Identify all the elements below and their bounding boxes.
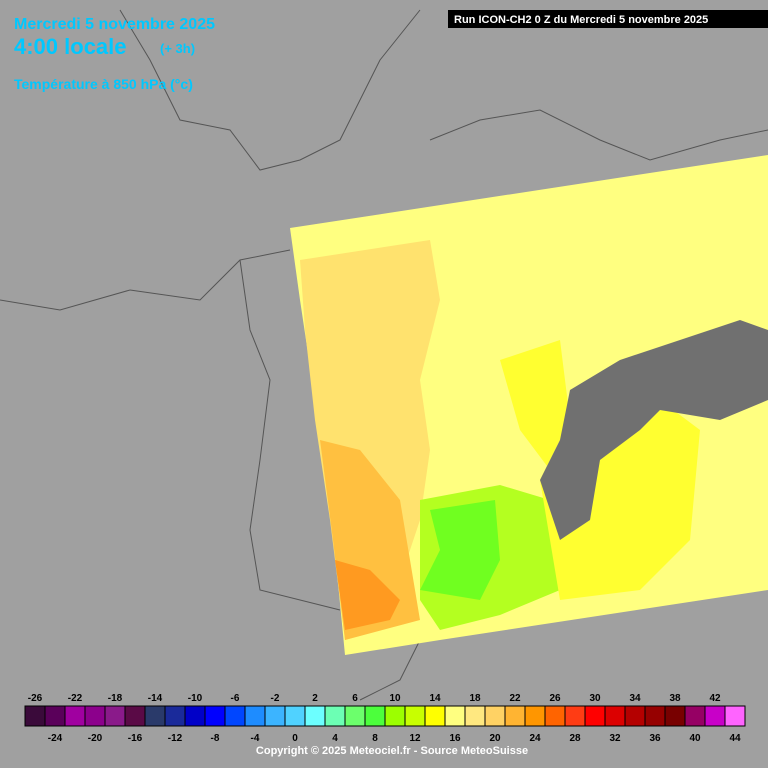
legend-label: -10 xyxy=(188,693,203,704)
legend-label: 44 xyxy=(729,733,741,744)
legend-swatch xyxy=(224,705,246,727)
legend-swatch xyxy=(324,705,346,727)
legend-swatch xyxy=(624,705,646,727)
legend-swatch xyxy=(284,705,306,727)
legend-swatch xyxy=(504,705,526,727)
legend-label: 0 xyxy=(292,733,298,744)
legend-swatch xyxy=(304,705,326,727)
legend-swatch xyxy=(424,705,446,727)
legend-swatch xyxy=(344,705,366,727)
legend-label: -4 xyxy=(251,733,260,744)
legend-swatch xyxy=(264,705,286,727)
legend-swatch xyxy=(244,705,266,727)
legend: -26-24-22-20-18-16-14-12-10-8-6-4-202468… xyxy=(24,693,746,744)
legend-swatch xyxy=(664,705,686,727)
legend-swatch xyxy=(404,705,426,727)
legend-swatch xyxy=(144,705,166,727)
legend-swatch xyxy=(184,705,206,727)
legend-swatch xyxy=(24,705,46,727)
legend-swatch xyxy=(84,705,106,727)
legend-label: 18 xyxy=(469,693,481,704)
legend-label: 16 xyxy=(449,733,461,744)
legend-label: -26 xyxy=(28,693,43,704)
legend-swatch xyxy=(364,705,386,727)
land-borders xyxy=(0,9,768,701)
legend-label: 2 xyxy=(312,693,318,704)
legend-swatch xyxy=(484,705,506,727)
legend-label: 12 xyxy=(409,733,421,744)
legend-swatch xyxy=(604,705,626,727)
legend-swatch xyxy=(584,705,606,727)
legend-label: 32 xyxy=(609,733,621,744)
legend-label: 28 xyxy=(569,733,581,744)
legend-swatch xyxy=(544,705,566,727)
legend-swatch xyxy=(384,705,406,727)
legend-label: 10 xyxy=(389,693,401,704)
legend-swatch xyxy=(644,705,666,727)
legend-swatch xyxy=(164,705,186,727)
legend-label: -18 xyxy=(108,693,123,704)
legend-swatch xyxy=(64,705,86,727)
green-core xyxy=(420,500,500,600)
legend-label: 36 xyxy=(649,733,661,744)
legend-label: -6 xyxy=(231,693,240,704)
alps-mask xyxy=(540,320,768,540)
legend-label: 6 xyxy=(352,693,358,704)
legend-swatch xyxy=(464,705,486,727)
legend-label: -12 xyxy=(168,733,183,744)
run: Run ICON-CH2 0 Z du Mercredi 5 novembre … xyxy=(454,14,708,26)
legend-swatch xyxy=(684,705,706,727)
copyright: Copyright © 2025 Meteociel.fr - Source M… xyxy=(256,745,528,757)
legend-label: 26 xyxy=(549,693,561,704)
legend-label: -24 xyxy=(48,733,63,744)
legend-label: 38 xyxy=(669,693,681,704)
legend-label: 40 xyxy=(689,733,701,744)
legend-swatch xyxy=(444,705,466,727)
legend-label: 4 xyxy=(332,733,338,744)
legend-label: 34 xyxy=(629,693,641,704)
legend-label: -16 xyxy=(128,733,143,744)
legend-label: -2 xyxy=(271,693,280,704)
legend-swatch xyxy=(124,705,146,727)
legend-swatch xyxy=(44,705,66,727)
legend-swatch xyxy=(524,705,546,727)
header: Mercredi 5 novembre 2025 4:00 locale (+ … xyxy=(14,10,768,92)
legend-label: 42 xyxy=(709,693,721,704)
legend-label: 20 xyxy=(489,733,501,744)
legend-label: -20 xyxy=(88,733,103,744)
legend-label: -14 xyxy=(148,693,163,704)
legend-label: -22 xyxy=(68,693,83,704)
legend-swatch xyxy=(564,705,586,727)
time: 4:00 locale xyxy=(14,34,127,59)
legend-swatch xyxy=(204,705,226,727)
legend-label: 14 xyxy=(429,693,441,704)
legend-label: 8 xyxy=(372,733,378,744)
legend-label: 30 xyxy=(589,693,601,704)
legend-label: 24 xyxy=(529,733,541,744)
hot-zone xyxy=(335,560,400,630)
legend-label: 22 xyxy=(509,693,521,704)
date: Mercredi 5 novembre 2025 xyxy=(14,16,215,33)
legend-label: -8 xyxy=(211,733,220,744)
legend-swatch xyxy=(704,705,726,727)
legend-swatch xyxy=(724,705,746,727)
run-box xyxy=(448,10,768,28)
parameter: Température à 850 hPa (°c) xyxy=(14,76,193,92)
legend-swatch xyxy=(104,705,126,727)
offset: (+ 3h) xyxy=(160,41,195,56)
